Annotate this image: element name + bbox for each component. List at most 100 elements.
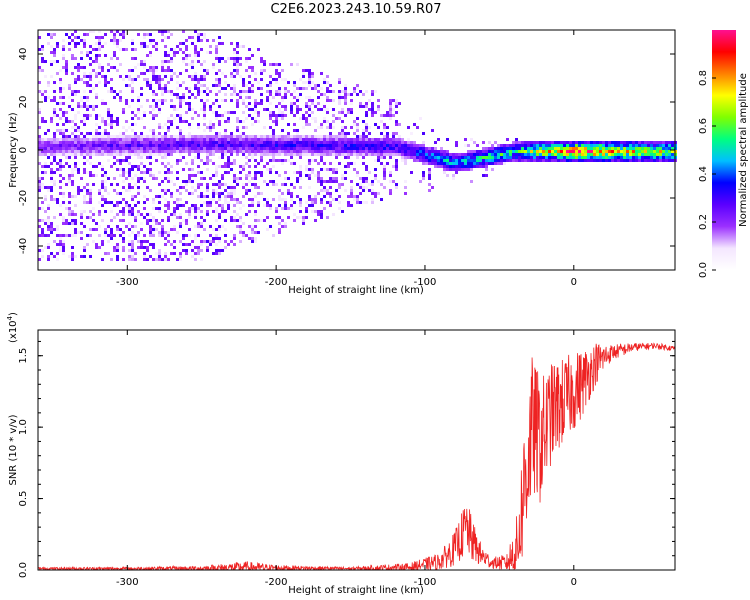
spectrogram-cell [110, 120, 113, 123]
spectrogram-cell [254, 120, 257, 123]
spectrogram-cell [80, 105, 83, 108]
spectrogram-cell [128, 144, 131, 147]
spectrogram-cell [83, 135, 86, 138]
spectrogram-cell [80, 189, 83, 192]
spectrogram-cell [626, 153, 629, 156]
spectrogram-cell [209, 177, 212, 180]
spectrogram-cell [320, 126, 323, 129]
spectrogram-cell [278, 150, 281, 153]
spectrogram-cell [200, 144, 203, 147]
spectrogram-cell [191, 36, 194, 39]
spectrogram-cell [134, 144, 137, 147]
spectrogram-cell [305, 216, 308, 219]
spectrogram-cell [329, 192, 332, 195]
spectrogram-cell [491, 153, 494, 156]
spectrogram-cell [197, 87, 200, 90]
spectrogram-cell [200, 33, 203, 36]
spectrogram-cell [530, 147, 533, 150]
spectrogram-cell [311, 117, 314, 120]
spectrogram-cell [431, 186, 434, 189]
spectrogram-cell [176, 258, 179, 261]
spectrogram-cell [326, 141, 329, 144]
spectrogram-cell [233, 138, 236, 141]
spectrogram-cell [116, 147, 119, 150]
spectrogram-cell [128, 186, 131, 189]
spectrogram-cell [221, 225, 224, 228]
spectrogram-cell [146, 258, 149, 261]
spectrogram-cell [110, 78, 113, 81]
spectrogram-cell [158, 78, 161, 81]
spectrogram-cell [119, 90, 122, 93]
spectrogram-cell [260, 102, 263, 105]
spectrogram-cell [77, 63, 80, 66]
spectrogram-cell [131, 117, 134, 120]
spectrogram-cell [107, 117, 110, 120]
spectrogram-cell [200, 141, 203, 144]
spectrogram-cell [176, 198, 179, 201]
spectrogram-cell [338, 195, 341, 198]
spectrogram-cell [296, 150, 299, 153]
spectrogram-cell [326, 81, 329, 84]
spectrogram-cell [53, 48, 56, 51]
spectrogram-cell [260, 72, 263, 75]
spectrogram-cell [68, 135, 71, 138]
spectrogram-cell [62, 57, 65, 60]
spectrogram-cell [362, 120, 365, 123]
spectrogram-cell [230, 162, 233, 165]
spectrogram-cell [47, 84, 50, 87]
spectrogram-cell [101, 219, 104, 222]
spectrogram-cell [197, 153, 200, 156]
spectrogram-cell [323, 78, 326, 81]
spectrogram-cell [188, 168, 191, 171]
spectrogram-cell [314, 129, 317, 132]
spectrogram-cell [350, 93, 353, 96]
spectrogram-cell [362, 144, 365, 147]
spectrogram-cell [329, 141, 332, 144]
spectrogram-cell [461, 162, 464, 165]
spectrogram-cell [335, 135, 338, 138]
spectrogram-cell [326, 138, 329, 141]
spectrogram-cell [56, 150, 59, 153]
spectrogram-cell [224, 81, 227, 84]
spectrogram-cell [89, 210, 92, 213]
spectrogram-cell [413, 159, 416, 162]
spectrogram-cell [188, 96, 191, 99]
spectrogram-cell [182, 42, 185, 45]
spectrogram-cell [395, 159, 398, 162]
spectrogram-cell [635, 156, 638, 159]
spectrogram-cell [92, 213, 95, 216]
spectrogram-cell [86, 117, 89, 120]
spectrogram-cell [269, 114, 272, 117]
spectrogram-cell [128, 150, 131, 153]
spectrogram-cell [182, 96, 185, 99]
spectrogram-cell [233, 63, 236, 66]
spectrogram-cell [41, 231, 44, 234]
spectrogram-cell [290, 156, 293, 159]
spectrogram-cell [269, 159, 272, 162]
spectrogram-cell [314, 135, 317, 138]
spectrogram-cell [89, 255, 92, 258]
spectrogram-cell [356, 138, 359, 141]
spectrogram-cell [113, 51, 116, 54]
spectrogram-cell [83, 153, 86, 156]
spectrogram-cell [161, 150, 164, 153]
spectrogram-cell [425, 147, 428, 150]
spectrogram-cell [224, 201, 227, 204]
spectrogram-cell [74, 234, 77, 237]
spectrogram-cell [212, 237, 215, 240]
spectrogram-cell [86, 108, 89, 111]
spectrogram-cell [98, 150, 101, 153]
spectrogram-cell [221, 174, 224, 177]
spectrogram-cell [320, 180, 323, 183]
spectrogram-cell [62, 216, 65, 219]
spectrogram-cell [506, 150, 509, 153]
spectrogram-cell [83, 114, 86, 117]
colorbar-tick-label: 0.2 [698, 214, 709, 230]
spectrogram-cell [203, 75, 206, 78]
spectrogram-cell [458, 165, 461, 168]
spectrogram-cell [119, 201, 122, 204]
spectrogram-cell [296, 99, 299, 102]
spectrogram-cell [101, 240, 104, 243]
spectrogram-cell [245, 60, 248, 63]
spectrogram-cell [104, 138, 107, 141]
